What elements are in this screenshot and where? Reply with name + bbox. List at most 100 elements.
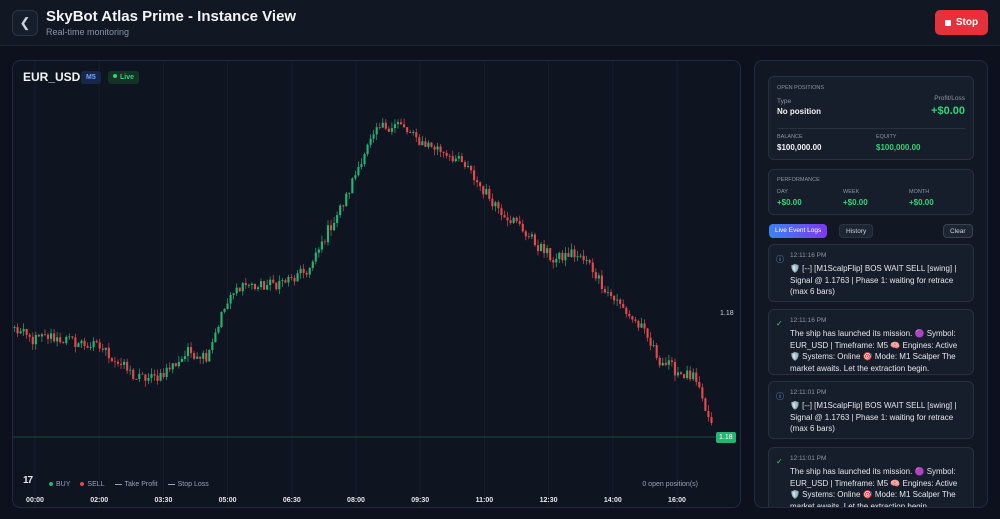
candle: [393, 119, 397, 134]
candle: [348, 192, 351, 199]
candle: [53, 329, 56, 343]
candle: [594, 268, 597, 281]
candle: [156, 369, 159, 385]
candle: [119, 357, 123, 369]
candle: [326, 220, 330, 246]
back-button[interactable]: ❮: [12, 10, 38, 36]
x-tick-label: 03:30: [154, 497, 173, 504]
candle: [597, 272, 600, 284]
candle: [658, 355, 661, 368]
candle: [533, 232, 537, 247]
candle: [144, 373, 147, 387]
candle: [396, 119, 400, 129]
candle: [436, 142, 439, 155]
candle: [342, 204, 345, 212]
tab-history[interactable]: History: [839, 224, 874, 238]
candle: [126, 358, 129, 374]
candle: [266, 279, 269, 291]
balance-label: BALANCE: [777, 134, 803, 140]
legend-sl-label: Stop Loss: [177, 481, 209, 488]
buy-dot-icon: [49, 482, 53, 487]
candle: [406, 127, 409, 135]
candle: [59, 332, 62, 344]
candle: [104, 347, 107, 356]
candle: [366, 143, 369, 157]
candle: [186, 343, 190, 363]
candle: [637, 319, 640, 331]
open-positions-count: 0 open position(s): [642, 481, 698, 488]
candle: [43, 329, 47, 337]
candle: [479, 181, 482, 192]
candlestick-chart[interactable]: [13, 61, 741, 508]
candle: [95, 339, 98, 344]
candle: [138, 368, 141, 382]
header-bar: ❮ SkyBot Atlas Prime - Instance View Rea…: [0, 0, 1000, 46]
info-icon: ⓘ: [776, 255, 784, 264]
candle: [381, 118, 384, 129]
current-price-tag: 1.18: [716, 432, 736, 443]
candle: [25, 328, 28, 339]
live-label: Live: [120, 74, 135, 81]
candle: [317, 247, 320, 258]
log-time: 12:11:16 PM: [790, 317, 827, 324]
pl-label: Profit/Loss: [934, 95, 965, 102]
candle: [518, 215, 521, 227]
candle: [415, 128, 418, 143]
candle: [463, 160, 467, 169]
candle: [135, 378, 138, 380]
candle: [689, 366, 692, 382]
candle: [147, 373, 150, 385]
candle: [193, 350, 196, 361]
candle: [31, 332, 34, 350]
candle: [579, 253, 582, 259]
legend-buy: BUY: [49, 481, 70, 488]
candle: [320, 235, 323, 253]
clear-button[interactable]: Clear: [943, 224, 973, 238]
candle: [37, 333, 40, 338]
candle: [704, 397, 707, 412]
candle: [497, 200, 500, 214]
log-entry: ✓ 12:11:01 PM The ship has launched its mi…: [768, 447, 974, 507]
sl-line-icon: [167, 483, 175, 485]
chart-panel: EUR_USD M5 Live 1.18 1.18 17 BUY SELL Ta…: [12, 60, 741, 508]
candle: [539, 242, 543, 252]
candle: [421, 136, 424, 146]
candle: [664, 357, 667, 367]
candle: [643, 319, 646, 334]
candle: [384, 119, 387, 131]
candle: [543, 239, 546, 259]
candle: [281, 278, 284, 287]
candle: [183, 350, 187, 362]
stop-button[interactable]: Stop: [935, 10, 988, 35]
candle: [247, 283, 250, 288]
candle: [101, 343, 104, 353]
candle: [576, 250, 579, 262]
candle: [56, 332, 59, 347]
candle: [275, 282, 278, 291]
tradingview-logo-icon: 17: [23, 475, 33, 486]
page-subtitle: Real-time monitoring: [46, 27, 130, 37]
candle: [241, 281, 244, 296]
x-tick-label: 06:30: [282, 497, 301, 504]
candle: [62, 341, 65, 344]
timeframe-badge: M5: [81, 71, 101, 84]
candle: [71, 336, 74, 340]
week-value: +$0.00: [843, 198, 868, 207]
legend-sell-label: SELL: [87, 481, 105, 488]
tab-live-event-logs[interactable]: Live Event Logs: [769, 224, 828, 238]
candle: [628, 310, 631, 319]
candle: [652, 340, 655, 348]
performance-title: PERFORMANCE: [777, 177, 820, 183]
candle: [223, 308, 226, 314]
candle: [77, 342, 80, 348]
candle: [561, 249, 564, 264]
candle: [34, 331, 37, 350]
candle: [65, 335, 68, 346]
candle: [141, 371, 144, 375]
candle: [165, 363, 168, 381]
candle: [430, 142, 433, 148]
log-time: 12:11:01 PM: [790, 389, 827, 396]
candle: [256, 285, 260, 292]
candle: [92, 337, 95, 351]
candle: [89, 342, 92, 351]
